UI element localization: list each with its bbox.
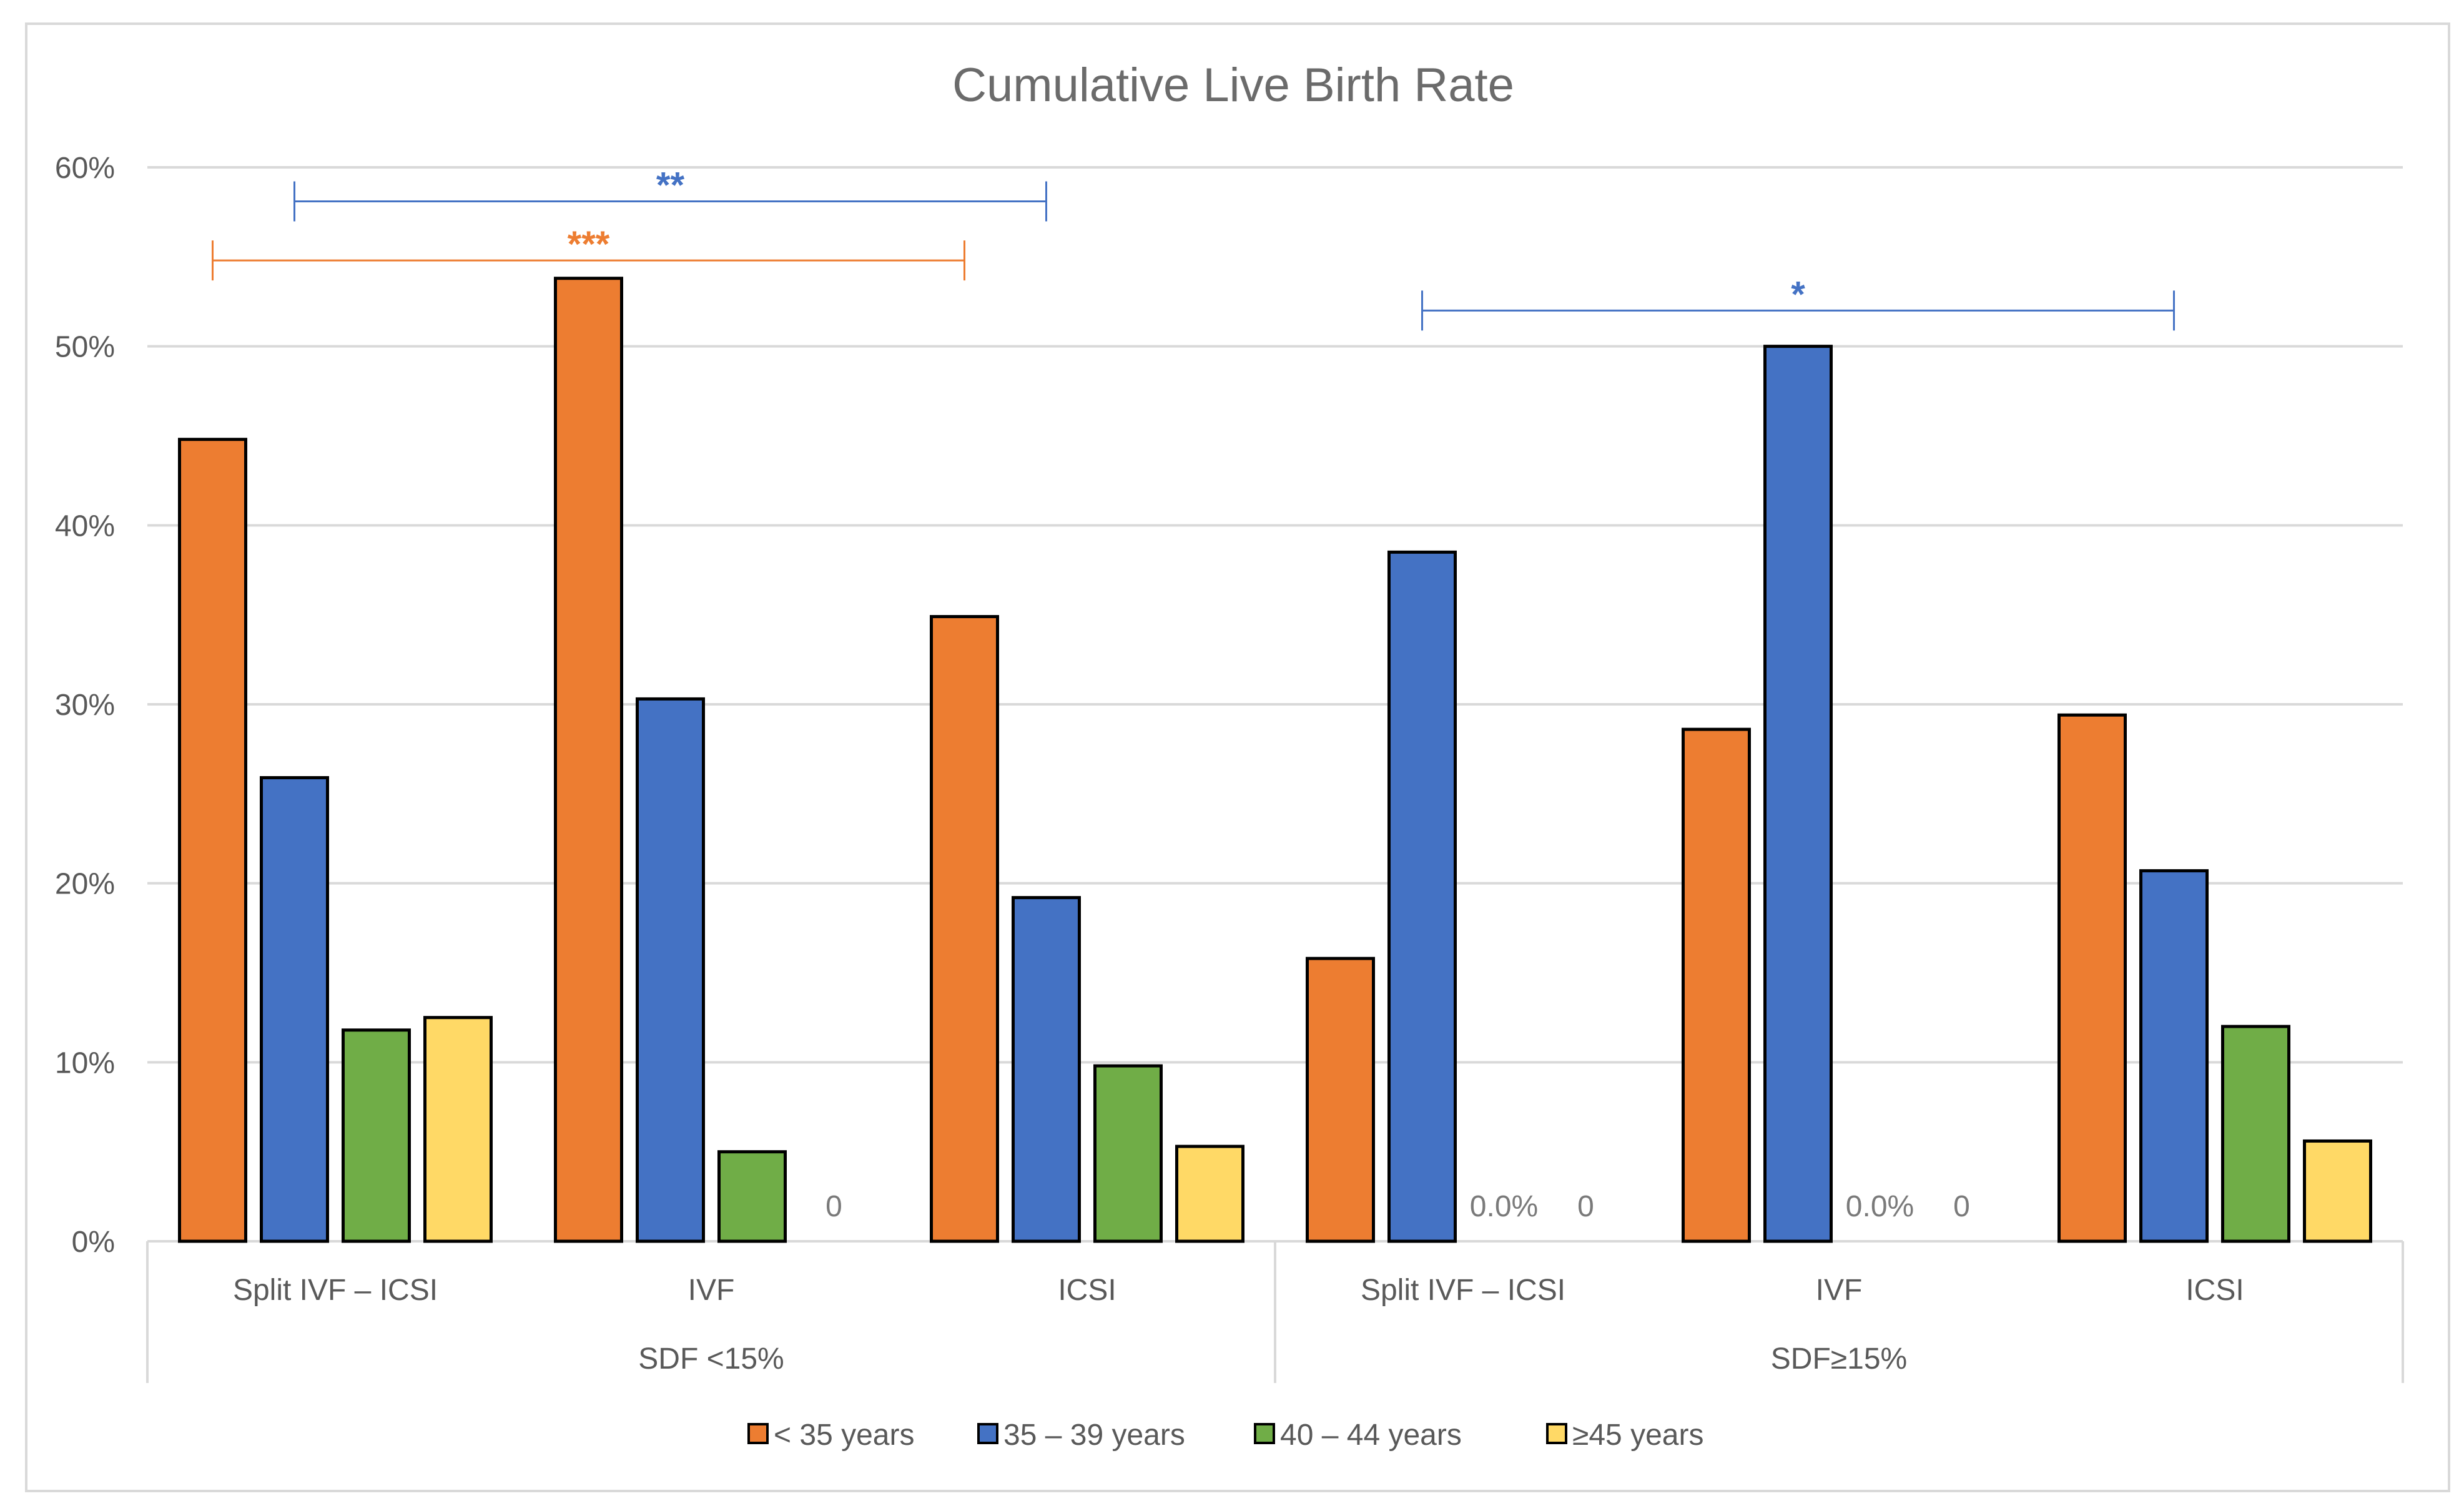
x-group-label: SDF <15% xyxy=(638,1342,784,1376)
y-tick-label: 20% xyxy=(55,868,115,901)
x-category-label: ICSI xyxy=(1058,1274,1116,1307)
bar xyxy=(342,1028,411,1243)
axis-layer: 0% 10% 20% 30% 40% 50% 60% Split IVF – ICSI IVF I… xyxy=(55,152,2404,1383)
bar xyxy=(930,615,999,1243)
bar xyxy=(423,1016,493,1243)
bar xyxy=(717,1150,787,1243)
data-label: 0 xyxy=(1953,1190,1970,1223)
x-category-label: ICSI xyxy=(2186,1274,2244,1307)
y-tick-label: 0% xyxy=(72,1226,115,1259)
bar xyxy=(178,438,247,1243)
significance-layer: ****** xyxy=(212,165,2175,331)
x-category-label: Split IVF – ICSI xyxy=(233,1274,438,1307)
legend-label: 40 – 44 years xyxy=(1280,1419,1462,1452)
legend-swatch xyxy=(1254,1423,1275,1444)
grid-layer xyxy=(147,166,2403,1064)
bar xyxy=(554,277,623,1243)
data-label: 0 xyxy=(1577,1190,1594,1223)
legend-swatch xyxy=(1546,1423,1567,1444)
bar xyxy=(1093,1064,1163,1243)
label-layer: 0 0.0% 0 0.0% 0 xyxy=(825,1190,1970,1223)
legend-label: 35 – 39 years xyxy=(1003,1419,1185,1452)
bar xyxy=(2221,1025,2290,1243)
x-category-label: IVF xyxy=(688,1274,735,1307)
data-label: 0.0% xyxy=(1470,1190,1538,1223)
y-tick-label: 30% xyxy=(55,689,115,722)
legend-swatch xyxy=(747,1423,769,1444)
bar xyxy=(1682,727,1751,1243)
chart-title: Cumulative Live Birth Rate xyxy=(952,59,1514,112)
x-group-label: SDF≥15% xyxy=(1771,1342,1907,1376)
bar xyxy=(2139,869,2209,1243)
data-label: 0 xyxy=(825,1190,842,1223)
bar-layer xyxy=(178,277,2372,1243)
bar xyxy=(1306,957,1375,1243)
significance-marker: ** xyxy=(656,165,685,205)
y-tick-label: 50% xyxy=(55,331,115,364)
x-category-label: Split IVF – ICSI xyxy=(1361,1274,1565,1307)
y-tick-label: 10% xyxy=(55,1046,115,1080)
significance-marker: * xyxy=(1791,274,1805,315)
bar xyxy=(260,776,329,1243)
y-tick-label: 40% xyxy=(55,509,115,543)
bar xyxy=(1387,550,1457,1243)
legend: < 35 years 35 – 39 years 40 – 44 years ≥45 … xyxy=(747,1419,1703,1452)
chart-frame xyxy=(25,22,2450,1492)
legend-label: ≥45 years xyxy=(1572,1419,1703,1452)
bar xyxy=(1175,1144,1244,1243)
bar xyxy=(636,697,705,1243)
significance-marker: *** xyxy=(568,224,610,265)
bar xyxy=(1763,345,1833,1243)
bar xyxy=(1012,896,1081,1243)
data-label: 0.0% xyxy=(1846,1190,1914,1223)
y-tick-label: 60% xyxy=(55,152,115,185)
x-category-label: IVF xyxy=(1816,1274,1863,1307)
bar xyxy=(2057,713,2127,1243)
bar xyxy=(2303,1139,2372,1243)
legend-label: < 35 years xyxy=(774,1419,914,1452)
legend-swatch xyxy=(977,1423,998,1444)
